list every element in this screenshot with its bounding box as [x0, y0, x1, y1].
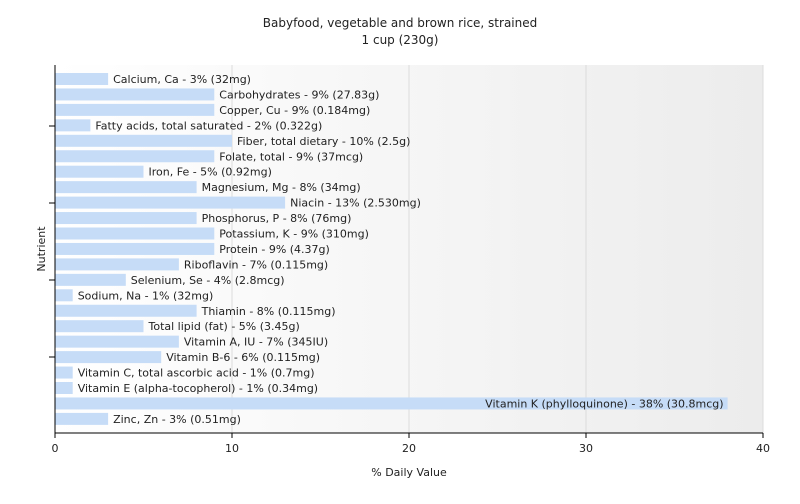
bar [55, 273, 126, 286]
bar [55, 181, 197, 194]
bar-label: Fiber, total dietary - 10% (2.5g) [237, 135, 410, 148]
bar [55, 397, 728, 410]
bar-label: Folate, total - 9% (37mcg) [219, 150, 363, 163]
bar-labels: Calcium, Ca - 3% (32mg) Carbohydrates - 9… [78, 73, 724, 426]
bar-label: Phosphorus, P - 8% (76mg) [202, 212, 352, 225]
bar-label: Vitamin A, IU - 7% (345IU) [184, 336, 328, 349]
bar-label: Copper, Cu - 9% (0.184mg) [219, 104, 370, 117]
bar-label: Thiamin - 8% (0.115mg) [201, 305, 336, 318]
bar-label: Magnesium, Mg - 8% (34mg) [202, 181, 361, 194]
bar [55, 304, 197, 317]
bar-label: Potassium, K - 9% (310mg) [219, 228, 369, 241]
chart-title: Babyfood, vegetable and brown rice, stra… [263, 16, 537, 30]
bar-label: Protein - 9% (4.37g) [219, 243, 330, 256]
bar-label: Sodium, Na - 1% (32mg) [78, 289, 214, 302]
bar [55, 150, 215, 163]
bar [55, 335, 179, 348]
chart-subtitle: 1 cup (230g) [362, 33, 439, 47]
bar [55, 412, 109, 425]
bar-label: Vitamin B-6 - 6% (0.115mg) [166, 351, 320, 364]
x-tick-label: 40 [756, 442, 770, 455]
bar [55, 242, 215, 255]
bar [55, 258, 179, 271]
bar-label: Selenium, Se - 4% (2.8mcg) [131, 274, 285, 287]
bar-label: Vitamin C, total ascorbic acid - 1% (0.7… [78, 367, 315, 380]
bar [55, 196, 286, 209]
bar-label: Carbohydrates - 9% (27.83g) [219, 88, 379, 101]
bars [55, 73, 728, 425]
bar [55, 366, 73, 379]
x-tick-label: 30 [579, 442, 593, 455]
bar [55, 320, 144, 333]
bar [55, 73, 109, 85]
bar [55, 165, 144, 178]
grid-lines [231, 65, 764, 433]
bar-label: Iron, Fe - 5% (0.92mg) [149, 166, 272, 179]
x-tick-label: 20 [402, 442, 416, 455]
x-axis-label: % Daily Value [371, 466, 447, 479]
bar-label: Niacin - 13% (2.530mg) [290, 197, 421, 210]
bar-label: Riboflavin - 7% (0.115mg) [184, 258, 328, 271]
x-ticks: 0 10 20 30 40 [52, 433, 770, 455]
x-tick-label: 10 [225, 442, 239, 455]
bar [55, 212, 197, 225]
bar [55, 382, 73, 394]
bar-label: Fatty acids, total saturated - 2% (0.322… [95, 119, 322, 132]
y-ticks [49, 125, 55, 358]
bar [55, 289, 73, 302]
bar [55, 119, 91, 132]
bar-label: Vitamin E (alpha-tocopherol) - 1% (0.34m… [78, 382, 318, 395]
bar [55, 227, 215, 240]
bar-label: Total lipid (fat) - 5% (3.45g) [148, 320, 300, 333]
bar-label: Vitamin K (phylloquinone) - 38% (30.8mcg… [485, 397, 723, 410]
bar [55, 88, 215, 101]
x-tick-label: 0 [52, 442, 59, 455]
bar-label: Calcium, Ca - 3% (32mg) [113, 73, 251, 86]
bar [55, 351, 162, 364]
bar [55, 134, 232, 147]
y-axis-label: Nutrient [35, 226, 48, 272]
bar-label: Zinc, Zn - 3% (0.51mg) [113, 413, 241, 426]
bar [55, 103, 215, 116]
